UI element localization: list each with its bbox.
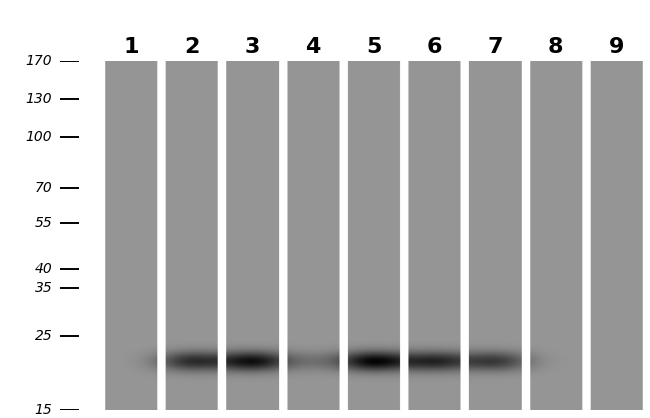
Text: 170: 170 bbox=[26, 54, 53, 68]
Text: 6: 6 bbox=[426, 36, 442, 56]
Text: 15: 15 bbox=[34, 403, 53, 417]
Text: 130: 130 bbox=[26, 92, 53, 106]
Text: 9: 9 bbox=[609, 36, 624, 56]
Text: 40: 40 bbox=[34, 262, 53, 275]
Text: 8: 8 bbox=[548, 36, 564, 56]
Text: 4: 4 bbox=[306, 36, 320, 56]
Text: 1: 1 bbox=[124, 36, 139, 56]
Text: 70: 70 bbox=[34, 181, 53, 195]
Text: 5: 5 bbox=[366, 36, 382, 56]
Text: 35: 35 bbox=[34, 281, 53, 295]
Text: 25: 25 bbox=[34, 329, 53, 343]
Text: 7: 7 bbox=[488, 36, 503, 56]
Text: 55: 55 bbox=[34, 216, 53, 230]
Text: 100: 100 bbox=[26, 130, 53, 144]
Text: 2: 2 bbox=[184, 36, 200, 56]
Text: 3: 3 bbox=[245, 36, 260, 56]
